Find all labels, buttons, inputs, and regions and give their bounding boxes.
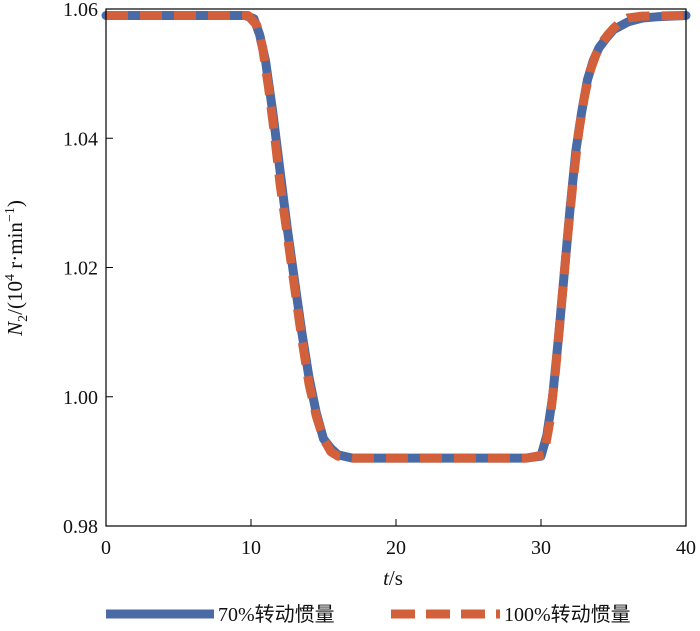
y-tick-label: 1.02 xyxy=(63,258,98,280)
x-axis-label: t/s xyxy=(383,566,403,590)
x-tick-label: 20 xyxy=(386,537,406,559)
legend: 70%转动惯量 100%转动惯量 xyxy=(106,603,631,626)
x-tick-label: 40 xyxy=(676,537,696,559)
series-line-100 xyxy=(106,11,687,463)
x-tick-label: 10 xyxy=(241,537,261,559)
y-tick-label: 0.98 xyxy=(63,516,98,538)
y-tick-label: 1.04 xyxy=(63,128,98,150)
legend-label-70: 70%转动惯量 xyxy=(218,603,335,626)
x-axis: 0 10 20 30 40 xyxy=(101,519,696,559)
series-layer xyxy=(101,11,691,463)
series-line-70 xyxy=(101,11,691,463)
y-axis-label: N2/(104 r·min−1) xyxy=(3,200,31,337)
y-tick-label: 1.00 xyxy=(63,387,98,409)
plot-frame xyxy=(105,8,687,527)
y-axis: 0.98 1.00 1.02 1.04 1.06 xyxy=(63,0,113,538)
x-tick-label: 0 xyxy=(101,537,111,559)
x-tick-label: 30 xyxy=(531,537,551,559)
legend-label-100: 100%转动惯量 xyxy=(504,603,631,626)
y-tick-label: 1.06 xyxy=(63,0,98,21)
